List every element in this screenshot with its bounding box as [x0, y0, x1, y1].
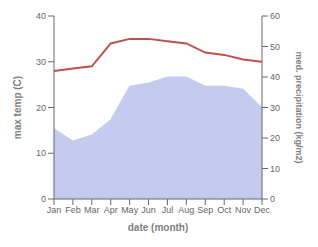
svg-text:date (month): date (month) — [128, 222, 189, 233]
svg-text:Aug: Aug — [178, 205, 194, 215]
svg-text:30: 30 — [270, 103, 280, 113]
svg-text:max temp (C): max temp (C) — [12, 76, 23, 139]
svg-text:30: 30 — [36, 57, 46, 67]
svg-text:0: 0 — [270, 194, 275, 204]
svg-text:20: 20 — [270, 133, 280, 143]
svg-text:50: 50 — [270, 42, 280, 52]
svg-text:Jan: Jan — [47, 205, 62, 215]
svg-text:Feb: Feb — [65, 205, 81, 215]
svg-text:20: 20 — [36, 103, 46, 113]
svg-text:40: 40 — [36, 11, 46, 21]
svg-text:Sep: Sep — [197, 205, 213, 215]
svg-text:60: 60 — [270, 11, 280, 21]
svg-text:med. precipitation (kg/m2): med. precipitation (kg/m2) — [294, 51, 304, 163]
svg-text:Dec: Dec — [254, 205, 271, 215]
svg-text:Nov: Nov — [235, 205, 252, 215]
svg-text:0: 0 — [41, 194, 46, 204]
svg-text:May: May — [121, 205, 139, 215]
svg-text:Apr: Apr — [104, 205, 118, 215]
svg-text:Oct: Oct — [217, 205, 232, 215]
svg-text:40: 40 — [270, 72, 280, 82]
svg-text:10: 10 — [36, 148, 46, 158]
svg-text:Jun: Jun — [141, 205, 156, 215]
svg-text:Jul: Jul — [162, 205, 174, 215]
svg-text:10: 10 — [270, 164, 280, 174]
svg-text:Mar: Mar — [84, 205, 100, 215]
